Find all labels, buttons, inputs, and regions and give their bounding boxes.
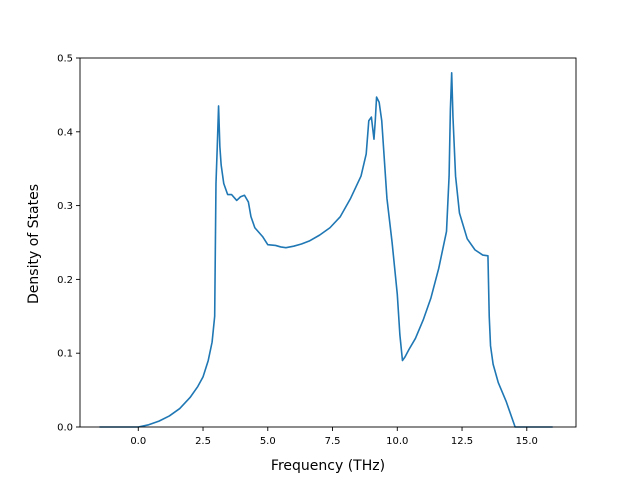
y-tick-label: 0.4 xyxy=(57,127,73,138)
x-axis-ticks: 0.0 2.5 5.0 7.5 10.0 12.5 15.0 xyxy=(130,427,538,447)
y-tick-label: 0.2 xyxy=(57,275,73,286)
y-tick-label: 0.3 xyxy=(57,201,73,212)
x-tick-label: 0.0 xyxy=(130,436,146,447)
x-axis-label: Frequency (THz) xyxy=(271,458,385,474)
x-tick-label: 12.5 xyxy=(451,436,473,447)
plot-area xyxy=(79,57,577,428)
x-tick-label: 2.5 xyxy=(195,436,211,447)
x-tick-label: 7.5 xyxy=(325,436,341,447)
y-tick-label: 0.1 xyxy=(57,349,73,360)
y-tick-label: 0.5 xyxy=(57,54,73,65)
y-tick-label: 0.0 xyxy=(57,423,73,434)
x-tick-label: 15.0 xyxy=(516,436,538,447)
plot-frame xyxy=(79,57,577,428)
y-axis-label: Density of States xyxy=(26,184,42,304)
x-tick-label: 5.0 xyxy=(260,436,276,447)
x-tick-label: 10.0 xyxy=(386,436,408,447)
y-axis-ticks: 0.0 0.1 0.2 0.3 0.4 0.5 xyxy=(57,54,80,434)
dos-series-line-0 xyxy=(99,71,553,428)
